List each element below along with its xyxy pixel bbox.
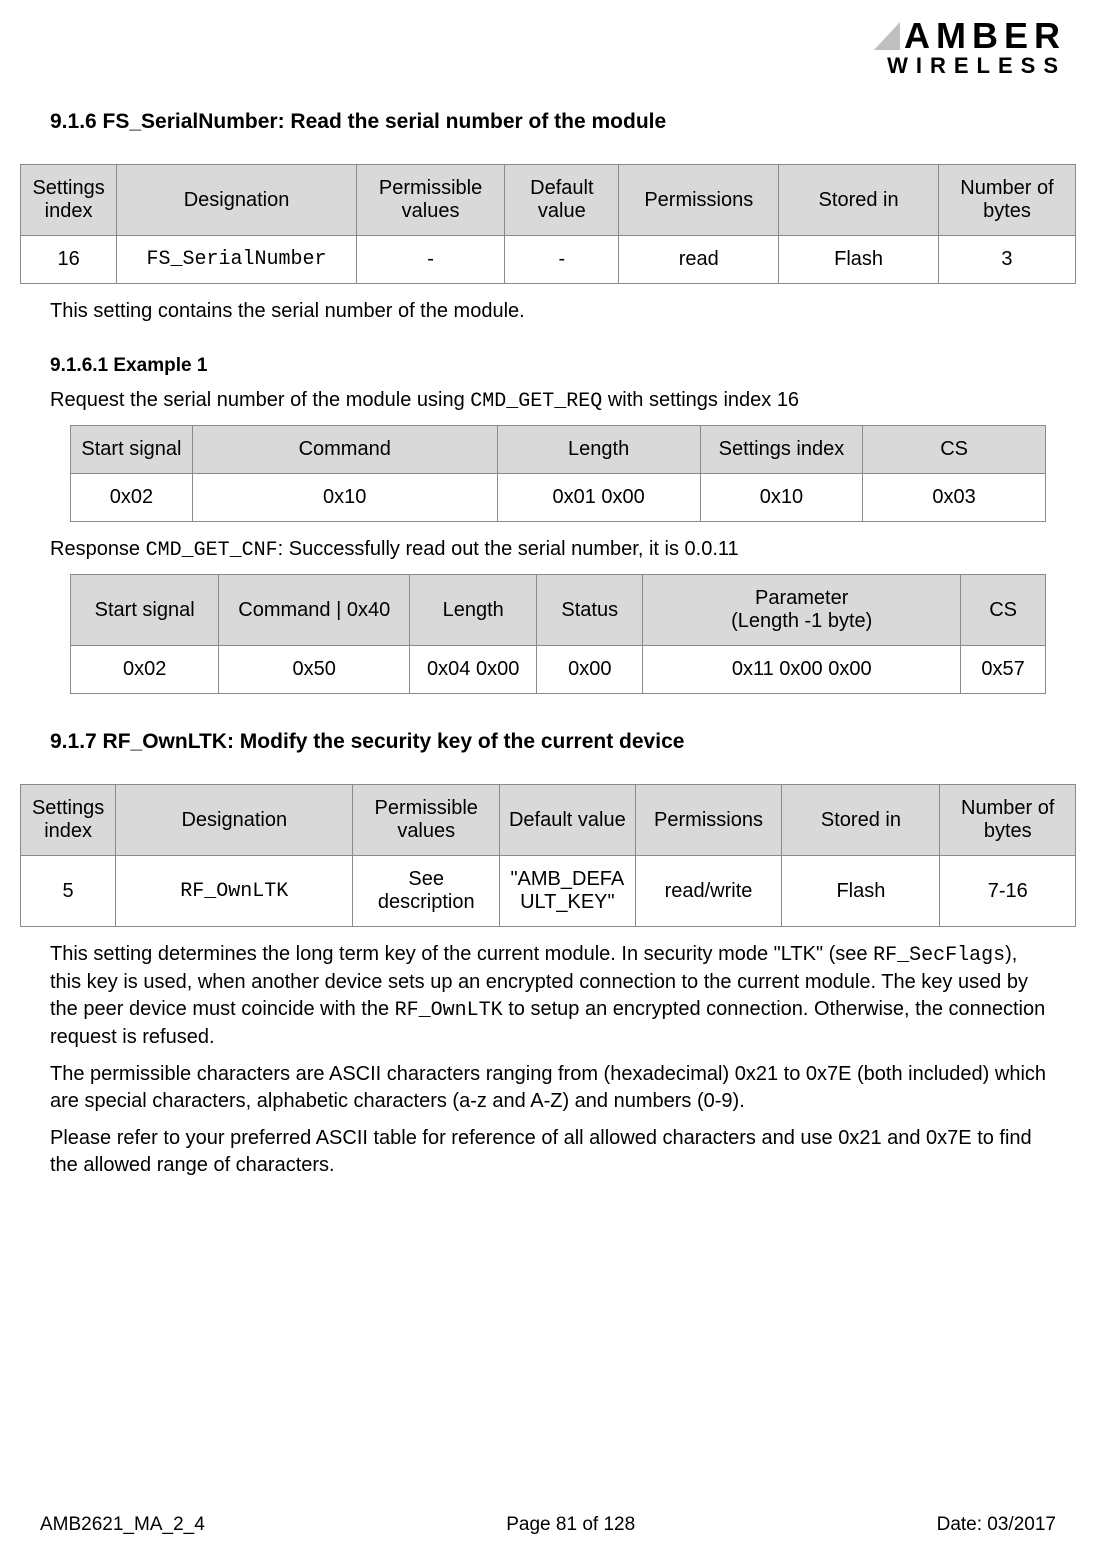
footer-left: AMB2621_MA_2_4 [40, 1514, 205, 1536]
td-length: 0x04 0x00 [410, 646, 537, 694]
td-permissions: read/write [635, 856, 782, 927]
logo-triangle-icon [874, 22, 900, 50]
table-header-row: Settings index Designation Permissible v… [21, 785, 1076, 856]
request-table: Start signal Command Length Settings ind… [70, 425, 1046, 522]
table-header-row: Start signal Command Length Settings ind… [71, 426, 1046, 474]
heading-917: 9.1.7 RF_OwnLTK: Modify the security key… [50, 730, 1046, 754]
th-num-bytes: Number of bytes [940, 785, 1076, 856]
th-start-signal: Start signal [71, 575, 219, 646]
logo-top-line: AMBER [874, 18, 1066, 54]
td-start-signal: 0x02 [71, 646, 219, 694]
footer-center: Page 81 of 128 [506, 1514, 635, 1536]
req-text: Request the serial number of the module … [50, 387, 1046, 415]
resp-text-b: : Successfully read out the serial numbe… [278, 538, 739, 560]
footer-right: Date: 03/2017 [937, 1514, 1056, 1536]
td-default: "AMB_DEFAULT_KEY" [500, 856, 636, 927]
brand-logo: AMBER WIRELESS [874, 18, 1066, 79]
heading-916: 9.1.6 FS_SerialNumber: Read the serial n… [50, 110, 1046, 134]
req-text-a: Request the serial number of the module … [50, 389, 470, 411]
req-text-code: CMD_GET_REQ [470, 390, 602, 413]
td-settings-index: 0x10 [700, 474, 863, 522]
page: AMBER WIRELESS 9.1.6 FS_SerialNumber: Re… [0, 0, 1096, 1564]
desc-916: This setting contains the serial number … [50, 298, 1046, 325]
td-num-bytes: 7-16 [940, 856, 1076, 927]
th-parameter: Parameter (Length -1 byte) [643, 575, 961, 646]
logo-text-bottom: WIRELESS [874, 53, 1066, 79]
p1-code2: RF_OwnLTK [395, 999, 503, 1022]
table-row: 16 FS_SerialNumber - - read Flash 3 [21, 236, 1076, 284]
resp-text-code: CMD_GET_CNF [146, 539, 278, 562]
page-footer: AMB2621_MA_2_4 Page 81 of 128 Date: 03/2… [40, 1514, 1056, 1536]
th-cs: CS [863, 426, 1046, 474]
table-row: 0x02 0x10 0x01 0x00 0x10 0x03 [71, 474, 1046, 522]
th-settings-index: Settings index [21, 165, 117, 236]
th-settings-index: Settings index [21, 785, 116, 856]
resp-text: Response CMD_GET_CNF: Successfully read … [50, 536, 1046, 564]
td-start-signal: 0x02 [71, 474, 193, 522]
td-cs: 0x03 [863, 474, 1046, 522]
settings-table-917: Settings index Designation Permissible v… [20, 784, 1076, 927]
th-command: Command [192, 426, 497, 474]
th-permissions: Permissions [635, 785, 782, 856]
p2-917: The permissible characters are ASCII cha… [50, 1061, 1046, 1115]
td-num-bytes: 3 [938, 236, 1075, 284]
th-command: Command | 0x40 [219, 575, 410, 646]
td-permissible: See description [353, 856, 500, 927]
th-status: Status [537, 575, 643, 646]
th-designation: Designation [116, 785, 353, 856]
p3-917: Please refer to your preferred ASCII tab… [50, 1125, 1046, 1179]
table-header-row: Start signal Command | 0x40 Length Statu… [71, 575, 1046, 646]
td-parameter: 0x11 0x00 0x00 [643, 646, 961, 694]
th-designation: Designation [117, 165, 357, 236]
th-start-signal: Start signal [71, 426, 193, 474]
p1-917: This setting determines the long term ke… [50, 941, 1046, 1051]
settings-table-916: Settings index Designation Permissible v… [20, 164, 1076, 284]
td-permissible: - [356, 236, 504, 284]
req-text-b: with settings index 16 [602, 389, 799, 411]
td-status: 0x00 [537, 646, 643, 694]
table-row: 0x02 0x50 0x04 0x00 0x00 0x11 0x00 0x00 … [71, 646, 1046, 694]
response-table: Start signal Command | 0x40 Length Statu… [70, 574, 1046, 694]
th-length: Length [410, 575, 537, 646]
th-num-bytes: Number of bytes [938, 165, 1075, 236]
td-command: 0x50 [219, 646, 410, 694]
td-designation: FS_SerialNumber [117, 236, 357, 284]
td-settings-index: 16 [21, 236, 117, 284]
td-permissions: read [619, 236, 779, 284]
content-area: 9.1.6 FS_SerialNumber: Read the serial n… [20, 20, 1076, 1179]
td-settings-index: 5 [21, 856, 116, 927]
th-cs: CS [961, 575, 1046, 646]
p1-a: This setting determines the long term ke… [50, 943, 873, 965]
td-command: 0x10 [192, 474, 497, 522]
td-default: - [505, 236, 619, 284]
table-header-row: Settings index Designation Permissible v… [21, 165, 1076, 236]
p1-code1: RF_SecFlags [873, 944, 1005, 967]
td-cs: 0x57 [961, 646, 1046, 694]
table-row: 5 RF_OwnLTK See description "AMB_DEFAULT… [21, 856, 1076, 927]
td-stored-in: Flash [782, 856, 940, 927]
th-permissible: Permissible values [353, 785, 500, 856]
th-stored-in: Stored in [779, 165, 939, 236]
th-default: Default value [500, 785, 636, 856]
th-settings-index: Settings index [700, 426, 863, 474]
th-length: Length [497, 426, 700, 474]
logo-text-top: AMBER [904, 18, 1066, 54]
resp-text-a: Response [50, 538, 146, 560]
heading-9161: 9.1.6.1 Example 1 [50, 355, 1046, 377]
th-permissible: Permissible values [356, 165, 504, 236]
th-stored-in: Stored in [782, 785, 940, 856]
th-permissions: Permissions [619, 165, 779, 236]
td-length: 0x01 0x00 [497, 474, 700, 522]
td-stored-in: Flash [779, 236, 939, 284]
th-default: Default value [505, 165, 619, 236]
td-designation: RF_OwnLTK [116, 856, 353, 927]
